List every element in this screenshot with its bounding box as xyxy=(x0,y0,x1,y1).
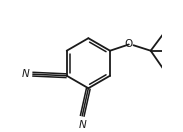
Text: N: N xyxy=(21,69,29,79)
Text: N: N xyxy=(78,120,86,130)
Text: O: O xyxy=(125,39,133,50)
